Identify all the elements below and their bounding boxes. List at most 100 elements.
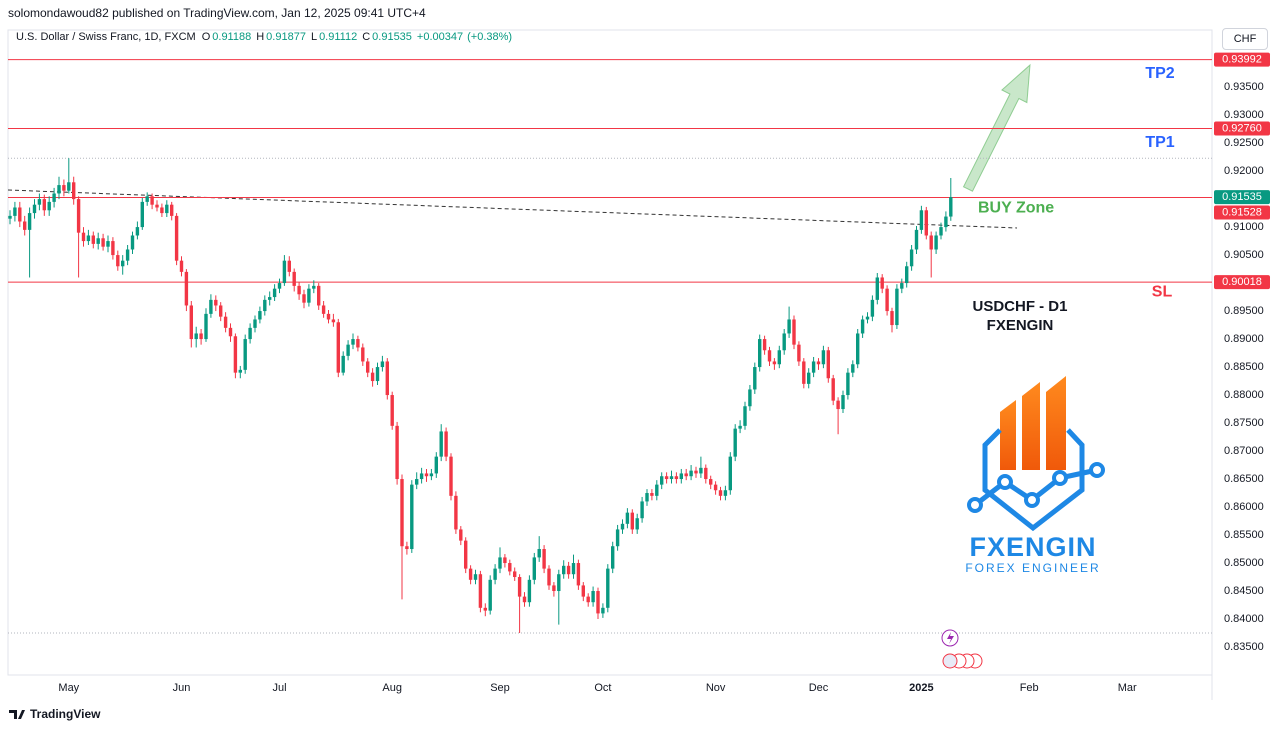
candle-body (674, 476, 679, 480)
candle-body (361, 347, 365, 362)
event-icon[interactable] (942, 653, 958, 669)
candle-body (395, 425, 399, 480)
candle-body (57, 185, 61, 194)
candle-body (532, 557, 536, 580)
ohlc-key: O (201, 31, 211, 43)
candle-body (488, 579, 492, 611)
y-tick-label: 0.83500 (1224, 641, 1264, 653)
candle-body (645, 493, 649, 502)
candle-body (434, 456, 438, 474)
candle-body (836, 400, 840, 410)
candle-body (758, 339, 762, 368)
candle-body (576, 563, 581, 586)
candle-body (787, 319, 791, 334)
candle-body (184, 271, 189, 306)
price-label: 0.90018 (1222, 276, 1262, 288)
candle-body (517, 577, 522, 597)
symbol-name: U.S. Dollar / Swiss Franc, 1D, FXCM (16, 31, 196, 43)
candle-body (493, 568, 497, 580)
candle-body (865, 316, 870, 320)
trend-line (8, 189, 1018, 229)
candle-body (552, 585, 556, 592)
candle-body (542, 549, 546, 569)
y-tick-label: 0.93000 (1224, 109, 1264, 121)
x-tick-label: Dec (809, 682, 829, 694)
candle-body (370, 372, 375, 382)
candle-body (47, 201, 51, 211)
candle-body (111, 241, 115, 256)
candle-body (268, 297, 272, 300)
candle-body (415, 479, 419, 485)
candle-body (856, 333, 860, 365)
candle-body (341, 355, 345, 373)
candle-body (199, 333, 203, 340)
candle-body (689, 470, 693, 477)
candle-body (228, 327, 233, 337)
logo-dot (1052, 470, 1068, 486)
candle-body (174, 215, 179, 261)
event-icons[interactable] (941, 629, 983, 669)
y-tick-label: 0.86000 (1224, 501, 1264, 513)
candle-body (919, 210, 924, 230)
candle-body (76, 199, 81, 233)
candle-body (586, 596, 590, 603)
candle-body (380, 361, 385, 368)
candle-body (233, 336, 238, 373)
candle-body (170, 204, 174, 216)
logo-dot (967, 497, 983, 513)
y-tick-label: 0.85500 (1224, 529, 1264, 541)
candle-body (160, 207, 164, 214)
candle-body (611, 546, 615, 569)
candle-body (684, 473, 688, 477)
ohlc-key: H (256, 31, 265, 43)
candle-body (253, 319, 257, 328)
candle-body (145, 196, 149, 202)
x-tick-label: May (58, 682, 79, 694)
candle-body (410, 484, 414, 550)
candle-body (679, 473, 683, 480)
candle-body (346, 344, 350, 356)
candle-body (939, 227, 943, 236)
candle-body (27, 213, 32, 230)
logo-dot (997, 474, 1013, 490)
candle-body (179, 260, 184, 272)
change: +0.00347 (416, 31, 464, 43)
candle-body (439, 431, 443, 457)
candle-body (121, 260, 125, 267)
candle-body (625, 512, 630, 524)
candle-body (934, 235, 938, 250)
logo-shield (982, 428, 1085, 532)
candle-body (615, 529, 620, 547)
candle-body (664, 476, 669, 480)
price-label-box (1214, 121, 1270, 136)
candle-body (42, 199, 46, 211)
candle-body (18, 207, 22, 222)
candle-body (807, 372, 811, 384)
candle-body (841, 395, 845, 410)
candle-body (302, 294, 306, 303)
candle-body (248, 327, 252, 340)
currency-button[interactable]: CHF (1222, 28, 1268, 50)
candle-body (743, 406, 747, 426)
event-glyph (947, 632, 954, 644)
logo-bar (1000, 400, 1016, 470)
y-tick-label: 0.87000 (1224, 445, 1264, 457)
candle-body (522, 596, 527, 603)
candle-body (513, 571, 517, 578)
ohlc-value: 0.91188 (212, 31, 252, 43)
y-tick-label: 0.91000 (1224, 221, 1264, 233)
candle-body (537, 549, 541, 558)
candle-body (317, 285, 321, 306)
candle-body (282, 260, 287, 284)
candle-body (949, 197, 953, 217)
candle-body (635, 518, 639, 530)
last-price-label: 0.91535 (1222, 191, 1262, 203)
candle-body (424, 473, 429, 477)
candle-body (150, 196, 154, 205)
ohlc-key: L (310, 31, 318, 43)
candle-body (238, 369, 242, 373)
candle-body (351, 339, 355, 345)
candle-body (101, 238, 105, 247)
tv-logo-mark (9, 710, 25, 719)
